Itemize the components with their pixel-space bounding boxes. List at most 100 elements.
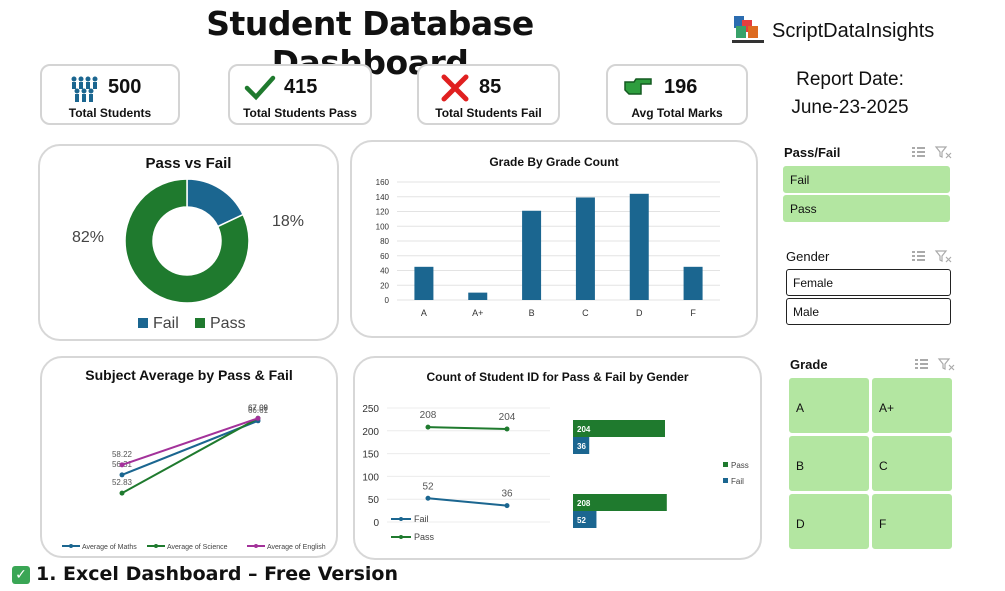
slicer-item-grade-aplus[interactable]: A+ <box>872 378 952 433</box>
donut-chart: 18% 82% Fail Pass <box>72 178 304 332</box>
legend-label: Fail <box>414 514 429 524</box>
slicer-tools-grade <box>915 358 955 371</box>
multi-select-icon[interactable] <box>912 251 925 261</box>
legend-label-fail: Fail <box>153 315 179 332</box>
legend-item: Average of English <box>247 544 326 551</box>
data-point <box>504 426 510 432</box>
grade-count-panel: Grade By Grade Count 0 20 40 60 80 100 120 140 1… <box>350 140 758 338</box>
hbar-male-fail <box>573 437 590 454</box>
donut-slice-pass <box>124 178 250 304</box>
data-label: 52.83 <box>112 478 133 487</box>
report-date-block: Report Date: June-23-2025 <box>775 66 925 122</box>
line-average-of-english <box>121 417 259 466</box>
slicer-item-grade-a[interactable]: A <box>789 378 869 433</box>
x-tick-label: A+ <box>472 308 483 318</box>
slicer-title-passfail: Pass/Fail <box>784 145 841 160</box>
check-box-icon: ✓ <box>12 566 30 584</box>
y-tick-label: 50 <box>368 495 380 506</box>
kpi-value: 500 <box>108 76 142 98</box>
chart-title: Subject Average by Pass & Fail <box>85 367 293 383</box>
bar-grade-C <box>575 197 595 300</box>
y-tick-label: 160 <box>376 178 390 187</box>
legend-marker <box>254 544 258 548</box>
chart-title: Grade By Grade Count <box>489 155 619 169</box>
legend-item: Average of Science <box>147 544 228 551</box>
data-label: 67.09 <box>248 403 269 412</box>
clear-filter-icon[interactable] <box>934 146 952 159</box>
y-tick-label: 20 <box>380 281 389 290</box>
hbar-female-fail <box>573 511 597 528</box>
data-point <box>119 472 125 478</box>
kpi-value: 415 <box>284 76 318 98</box>
clear-filter-icon[interactable] <box>934 250 952 263</box>
slicer-item-female[interactable]: Female <box>786 269 951 296</box>
line-pass <box>427 426 508 430</box>
slicer-tools-passfail <box>912 146 952 159</box>
legend-item: Fail <box>391 514 429 524</box>
legend-marker <box>399 517 403 521</box>
data-label: 204 <box>577 425 591 434</box>
slicer-title-gender: Gender <box>786 249 830 264</box>
slicer-item-pass[interactable]: Pass <box>783 195 950 222</box>
slicer-title-grade: Grade <box>790 357 828 372</box>
footer-caption: ✓ 1. Excel Dashboard – Free Version <box>12 563 398 585</box>
line-fail <box>427 497 508 507</box>
kpi-value: 85 <box>479 76 502 98</box>
footer-text: 1. Excel Dashboard – Free Version <box>36 563 399 585</box>
data-point <box>119 490 125 496</box>
bar-grade-F <box>683 266 703 300</box>
clear-filter-icon[interactable] <box>937 358 955 371</box>
slicer-item-grade-f[interactable]: F <box>872 494 952 549</box>
legend-marker <box>154 544 158 548</box>
data-label: 204 <box>499 412 516 423</box>
legend-label: Average of English <box>267 544 326 551</box>
legend-marker <box>69 544 73 548</box>
report-date-value: June-23-2025 <box>791 97 909 118</box>
y-tick-label: 120 <box>376 208 390 217</box>
y-tick-label: 40 <box>380 267 389 276</box>
data-point <box>425 424 431 430</box>
y-tick-label: 100 <box>362 472 379 483</box>
kpi-total-students: 500 Total Students <box>40 64 180 125</box>
slicer-item-grade-d[interactable]: D <box>789 494 869 549</box>
kpi-label: Total Students Pass <box>243 106 357 120</box>
data-label-fail: 18% <box>272 213 304 230</box>
multi-select-icon[interactable] <box>915 359 928 369</box>
y-tick-label: 0 <box>373 518 379 529</box>
subject-average-panel: Subject Average by Pass & Fail 56.3166.6… <box>40 356 338 558</box>
slicer-tools-gender <box>912 250 952 263</box>
kpi-avg-marks: 196 Avg Total Marks <box>606 64 748 125</box>
data-point <box>504 503 510 509</box>
slicer-item-male[interactable]: Male <box>786 298 951 325</box>
data-point <box>425 495 431 501</box>
checkmark-icon <box>244 75 276 101</box>
legend-label: Fail <box>731 477 744 486</box>
slicer-item-grade-c[interactable]: C <box>872 436 952 491</box>
legend-item: Pass <box>391 532 435 542</box>
chart-title: Pass vs Fail <box>145 155 232 172</box>
kpi-label: Total Students <box>68 106 152 120</box>
y-tick-label: 150 <box>362 450 379 461</box>
y-tick-label: 140 <box>376 193 390 202</box>
brand: ScriptDataInsights <box>730 14 950 50</box>
x-tick-label: B <box>529 308 535 318</box>
slicer-item-grade-b[interactable]: B <box>789 436 869 491</box>
slicer-item-fail[interactable]: Fail <box>783 166 950 193</box>
students-icon <box>71 76 98 102</box>
data-label: 58.22 <box>112 450 133 459</box>
kpi-total-fail: 85 Total Students Fail <box>417 64 560 125</box>
multi-select-icon[interactable] <box>912 147 925 157</box>
legend-swatch-fail <box>723 478 728 483</box>
y-tick-label: 200 <box>362 427 379 438</box>
legend-swatch-pass <box>723 462 728 467</box>
legend-label: Pass <box>731 461 749 470</box>
data-label: 208 <box>420 410 437 421</box>
x-tick-label: A <box>421 308 427 318</box>
brand-logo-icon <box>732 16 764 43</box>
data-label: 67.08 <box>248 403 269 412</box>
pointing-hand-icon <box>624 78 652 95</box>
dashboard-title: Student Database Dashboard <box>206 4 534 82</box>
data-point <box>119 462 125 468</box>
chart-title: Count of Student ID for Pass & Fail by G… <box>426 370 689 384</box>
